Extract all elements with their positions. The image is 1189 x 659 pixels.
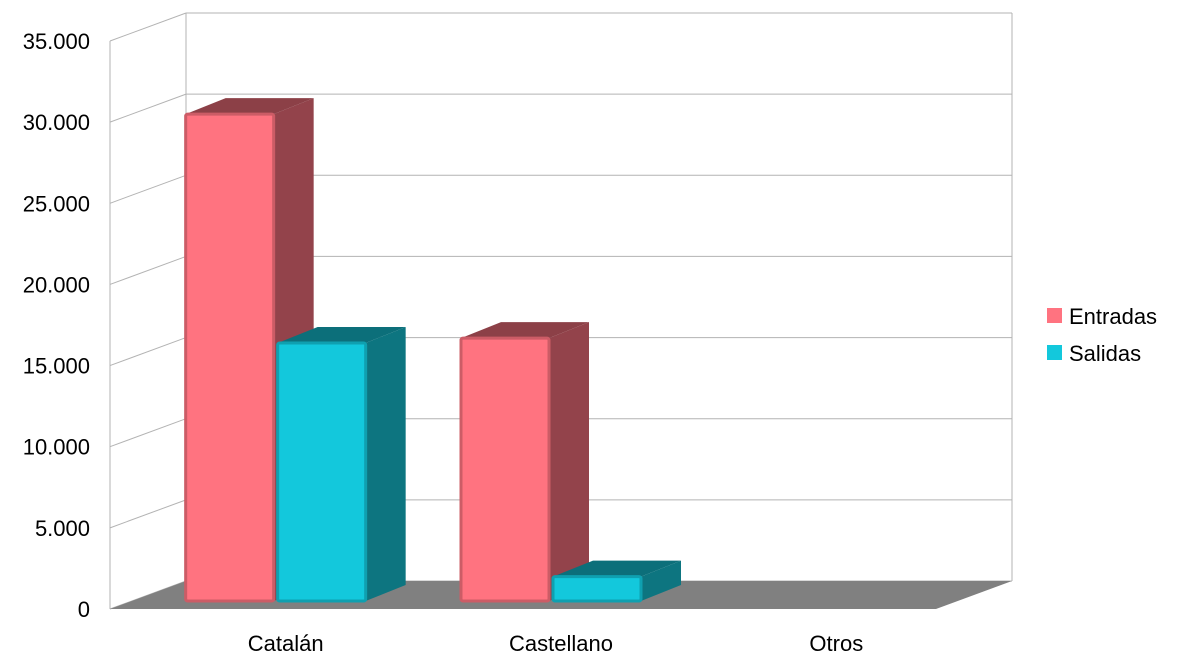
legend-swatch-salidas [1047, 345, 1062, 360]
legend-label-salidas: Salidas [1069, 341, 1141, 366]
bar-front [276, 341, 368, 603]
bar-front [551, 575, 643, 603]
x-category-label: Castellano [509, 631, 613, 656]
y-tick-label: 35.000 [23, 29, 90, 54]
y-tick-label: 0 [78, 597, 90, 622]
bar-side [549, 322, 589, 601]
y-tick-label: 30.000 [23, 110, 90, 135]
y-axis-ticks: 0 5.000 10.000 15.000 20.000 25.000 30.000 35.0… [23, 29, 90, 622]
y-tick-label: 25.000 [23, 191, 90, 216]
bar-top [277, 326, 406, 343]
bar-entradas-1 [459, 322, 589, 603]
bar-side [365, 326, 406, 601]
y-tick-label: 15.000 [23, 354, 90, 379]
bar-front [459, 336, 551, 603]
gridline-side [109, 255, 187, 285]
legend-swatch-entradas [1047, 308, 1062, 323]
gridline-side [109, 93, 187, 123]
gridline-side [109, 174, 187, 204]
bar-front [184, 112, 276, 603]
bar-top [185, 98, 314, 115]
y-tick-label: 5.000 [35, 516, 90, 541]
bar-salidas-1 [551, 560, 681, 603]
x-axis-labels: Catalán Castellano Otros [248, 631, 863, 656]
y-tick-label: 10.000 [23, 435, 90, 460]
gridline-side [109, 499, 187, 529]
bars [184, 98, 681, 603]
bar-top [461, 322, 589, 339]
y-tick-label: 20.000 [23, 272, 90, 297]
x-category-label: Catalán [248, 631, 324, 656]
gridline-side [109, 418, 187, 448]
x-category-label: Otros [809, 631, 863, 656]
legend-label-entradas: Entradas [1069, 304, 1157, 329]
bar-top [553, 560, 681, 577]
bar-salidas-0 [276, 326, 406, 603]
bar-side [641, 560, 681, 601]
gridline-side [109, 12, 187, 42]
gridline-side [109, 337, 187, 367]
legend: Entradas Salidas [1047, 304, 1157, 366]
